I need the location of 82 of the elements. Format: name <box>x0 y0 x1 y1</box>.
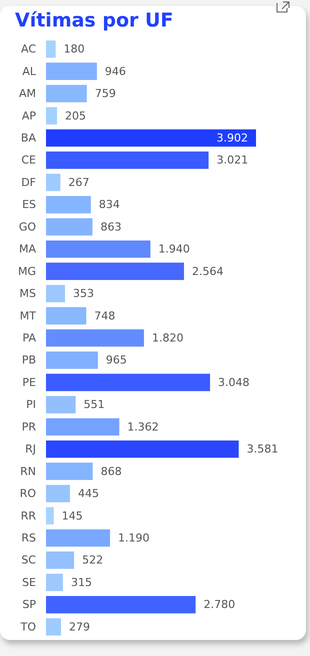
bar <box>46 40 56 58</box>
data-label: 2.780 <box>204 598 236 612</box>
y-tick-label: PB <box>22 354 36 367</box>
data-label: 965 <box>106 354 127 367</box>
data-label: 2.564 <box>192 264 224 278</box>
bar <box>46 329 144 347</box>
data-label: 205 <box>65 109 86 122</box>
bar <box>46 352 98 369</box>
y-tick-label: RR <box>20 509 36 522</box>
y-tick-label: PI <box>26 398 36 412</box>
y-tick-label: ES <box>22 198 36 212</box>
bar <box>46 129 256 147</box>
bar <box>46 196 91 214</box>
data-label: 1.940 <box>158 242 190 256</box>
y-tick-label: AC <box>20 42 36 56</box>
data-label: 1.362 <box>127 420 159 434</box>
data-label: 279 <box>69 620 90 634</box>
bar <box>46 152 209 169</box>
y-tick-label: PE <box>22 376 36 389</box>
data-label: 180 <box>64 42 85 56</box>
bar <box>46 84 87 102</box>
y-tick-label: DF <box>21 176 36 189</box>
y-tick-label: MT <box>20 309 36 322</box>
y-tick-label: MG <box>18 264 36 278</box>
data-label: 1.190 <box>118 532 150 544</box>
data-label: 1.820 <box>152 332 184 344</box>
data-label: 3.581 <box>246 442 278 456</box>
bar <box>46 307 86 324</box>
data-label: 3.902 <box>216 132 248 144</box>
y-tick-label: RN <box>20 464 36 478</box>
data-label: 145 <box>62 509 83 522</box>
data-label: 3.048 <box>218 376 250 389</box>
data-label: 748 <box>94 309 116 322</box>
bar <box>46 262 184 280</box>
y-tick-label: GO <box>18 220 36 234</box>
bar <box>46 374 210 392</box>
data-label: 315 <box>70 576 92 589</box>
bar <box>46 218 92 236</box>
y-tick-label: AM <box>18 87 36 100</box>
y-tick-label: BA <box>20 132 36 144</box>
y-tick-label: RJ <box>25 442 36 456</box>
bar <box>46 107 58 124</box>
y-tick-label: MA <box>18 242 36 256</box>
y-tick-label: RO <box>20 487 36 500</box>
bar <box>46 240 150 258</box>
data-label: 3.021 <box>216 154 248 167</box>
bar <box>46 462 93 480</box>
bar <box>46 529 110 547</box>
data-label: 834 <box>98 198 120 212</box>
y-tick-label: TO <box>20 620 36 634</box>
bar <box>46 484 70 502</box>
y-tick-label: SC <box>21 554 36 567</box>
data-label: 267 <box>68 176 90 189</box>
bar <box>46 418 120 436</box>
bar <box>46 596 196 614</box>
data-label: 522 <box>82 554 104 567</box>
data-label: 551 <box>84 398 105 412</box>
y-tick-label: PR <box>22 420 36 434</box>
bar <box>46 507 54 524</box>
data-label: 863 <box>100 220 122 234</box>
y-tick-label: PA <box>22 332 36 344</box>
y-tick-label: AL <box>22 64 37 78</box>
bar <box>46 552 74 569</box>
y-tick-label: MS <box>20 287 36 300</box>
y-tick-label: RS <box>21 532 36 544</box>
bar <box>46 174 60 192</box>
y-tick-label: SP <box>22 598 36 612</box>
chart-title: Vítimas por UF <box>15 10 174 32</box>
data-label: 946 <box>104 64 126 78</box>
data-label: 445 <box>78 487 99 500</box>
bar <box>46 396 76 414</box>
data-label: 759 <box>94 87 116 100</box>
y-tick-label: SE <box>22 576 36 589</box>
data-label: 353 <box>73 287 94 300</box>
bar <box>46 284 65 302</box>
data-label: 868 <box>100 464 122 478</box>
bar <box>46 440 239 458</box>
bar <box>46 62 97 80</box>
bar <box>46 618 62 636</box>
bar <box>46 574 63 592</box>
y-tick-label: AP <box>22 109 36 122</box>
y-tick-label: CE <box>21 154 36 167</box>
